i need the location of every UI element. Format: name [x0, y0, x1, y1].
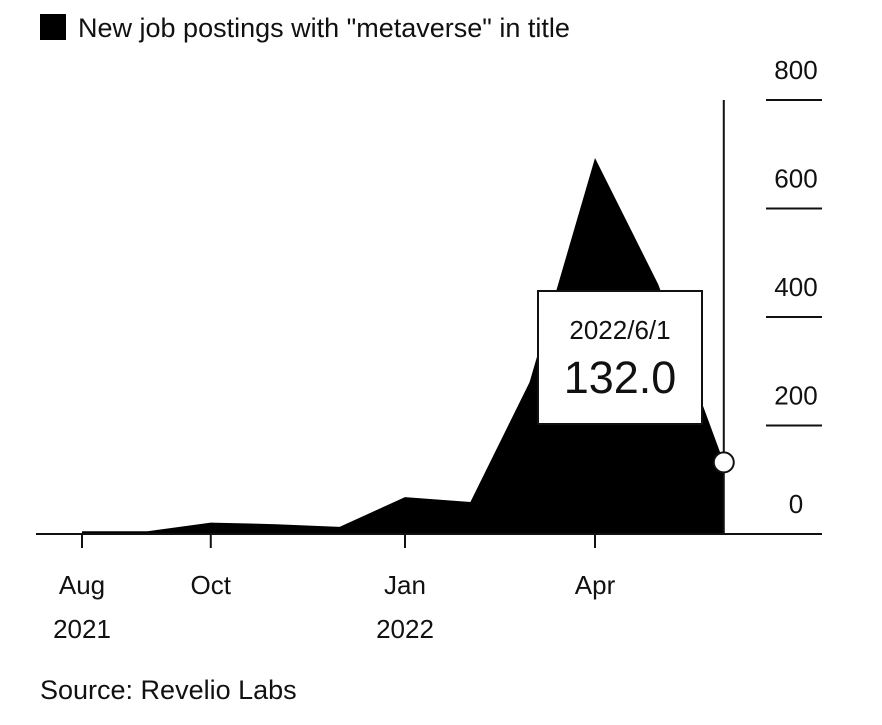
x-tick-label: Aug: [59, 570, 105, 600]
tooltip-date: 2022/6/1: [569, 315, 670, 345]
x-tick-label: Oct: [191, 570, 232, 600]
y-axis: 0 200 400 600 800: [766, 55, 822, 519]
area-series-0: [82, 158, 724, 534]
y-tick-label: 400: [774, 272, 817, 302]
x-tick-label: Jan: [384, 570, 426, 600]
y-tick-label: 0: [789, 489, 803, 519]
x-tick-sublabel: 2022: [376, 614, 434, 644]
area-series-group: [82, 158, 724, 534]
source-note: Source: Revelio Labs: [40, 675, 297, 705]
tooltip-box: [537, 290, 703, 425]
tooltip: 2022/6/1 132.0: [537, 290, 703, 425]
x-axis: Aug 2021 Oct Jan 2022 Apr: [36, 533, 822, 644]
cursor-marker: [712, 451, 735, 474]
x-tick-label: Apr: [575, 570, 616, 600]
legend: New job postings with "metaverse" in tit…: [40, 13, 570, 43]
hover-cursor: [712, 100, 735, 534]
legend-swatch: [40, 14, 66, 40]
tooltip-value: 132.0: [564, 352, 677, 403]
legend-label: New job postings with "metaverse" in tit…: [78, 13, 570, 43]
y-tick-label: 600: [774, 164, 817, 194]
y-tick-label: 800: [774, 55, 817, 85]
y-tick-label: 200: [774, 381, 817, 411]
x-tick-sublabel: 2021: [53, 614, 111, 644]
